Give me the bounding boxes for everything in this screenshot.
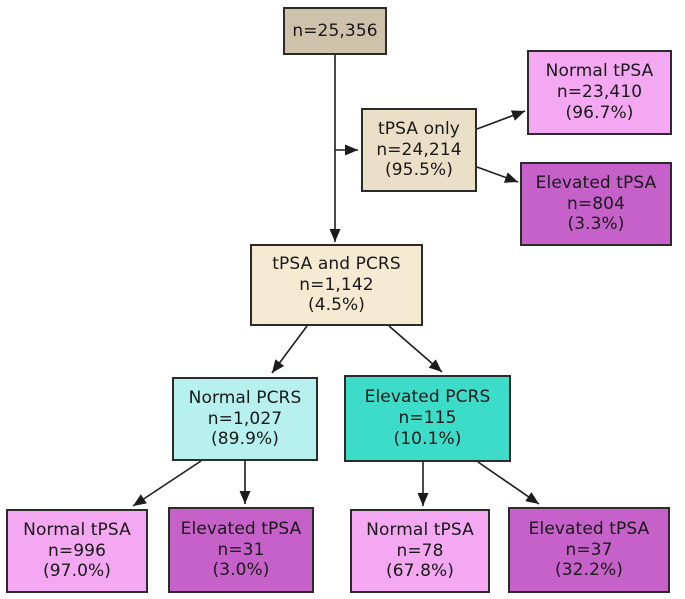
arrow-tpsa-pcrs-to-normal-pcrs <box>271 325 308 374</box>
arrow-tpsa-only-to-elevated-tpsa <box>476 166 519 183</box>
node-count: n=1,027 <box>207 408 283 429</box>
node-title: tPSA only <box>378 118 460 139</box>
node-elevated-pcrs-normal-tpsa: Normal tPSA n=78 (67.8%) <box>350 509 490 593</box>
node-percent: (3.0%) <box>212 560 270 581</box>
node-count: n=31 <box>217 539 265 560</box>
arrow-elevated-pcrs-to-elevated-tpsa <box>477 461 540 505</box>
node-title: tPSA and PCRS <box>272 253 401 274</box>
node-percent: (67.8%) <box>386 561 454 582</box>
arrow-tpsa-pcrs-to-elevated-pcrs <box>388 325 443 373</box>
node-title: Elevated PCRS <box>364 387 491 408</box>
node-title: Elevated tPSA <box>535 172 657 193</box>
node-normal-pcrs-elevated-tpsa: Elevated tPSA n=31 (3.0%) <box>168 507 314 593</box>
node-count: n=804 <box>567 193 625 214</box>
node-count: n=78 <box>396 540 444 561</box>
node-count: n=115 <box>398 408 457 429</box>
node-percent: (97.0%) <box>43 561 111 582</box>
node-count: n=996 <box>48 540 106 561</box>
node-title: Normal tPSA <box>23 519 131 540</box>
node-elevated-pcrs-elevated-tpsa: Elevated tPSA n=37 (32.2%) <box>508 507 670 593</box>
node-percent: (4.5%) <box>307 295 366 316</box>
arrow-normal-pcrs-to-normal-tpsa <box>132 460 202 507</box>
node-title: Normal tPSA <box>545 61 654 82</box>
node-count: n=23,410 <box>556 82 643 103</box>
arrow-tpsa-only-to-normal-tpsa <box>476 110 526 130</box>
node-count: n=25,356 <box>292 20 378 41</box>
node-title: Elevated tPSA <box>180 518 302 539</box>
node-normal-pcrs-normal-tpsa: Normal tPSA n=996 (97.0%) <box>6 509 148 593</box>
node-title: Elevated tPSA <box>528 518 650 539</box>
node-title: Normal PCRS <box>188 387 302 408</box>
node-normal-tpsa-screen: Normal tPSA n=23,410 (96.7%) <box>527 50 672 135</box>
node-percent: (96.7%) <box>565 102 634 123</box>
node-tpsa-and-pcrs: tPSA and PCRS n=1,142 (4.5%) <box>250 244 423 326</box>
node-percent: (89.9%) <box>211 429 279 450</box>
node-title: Normal tPSA <box>366 519 474 540</box>
node-count: n=37 <box>565 539 613 560</box>
node-percent: (10.1%) <box>393 428 462 449</box>
node-total-cohort: n=25,356 <box>283 7 387 55</box>
node-count: n=1,142 <box>299 274 374 295</box>
node-count: n=24,214 <box>376 139 462 160</box>
node-tpsa-only: tPSA only n=24,214 (95.5%) <box>361 108 477 192</box>
node-elevated-tpsa-screen: Elevated tPSA n=804 (3.3%) <box>520 162 672 246</box>
node-normal-pcrs: Normal PCRS n=1,027 (89.9%) <box>172 377 318 461</box>
node-percent: (3.3%) <box>567 214 625 235</box>
node-percent: (32.2%) <box>555 560 623 581</box>
node-elevated-pcrs: Elevated PCRS n=115 (10.1%) <box>344 375 511 462</box>
node-percent: (95.5%) <box>385 160 453 181</box>
